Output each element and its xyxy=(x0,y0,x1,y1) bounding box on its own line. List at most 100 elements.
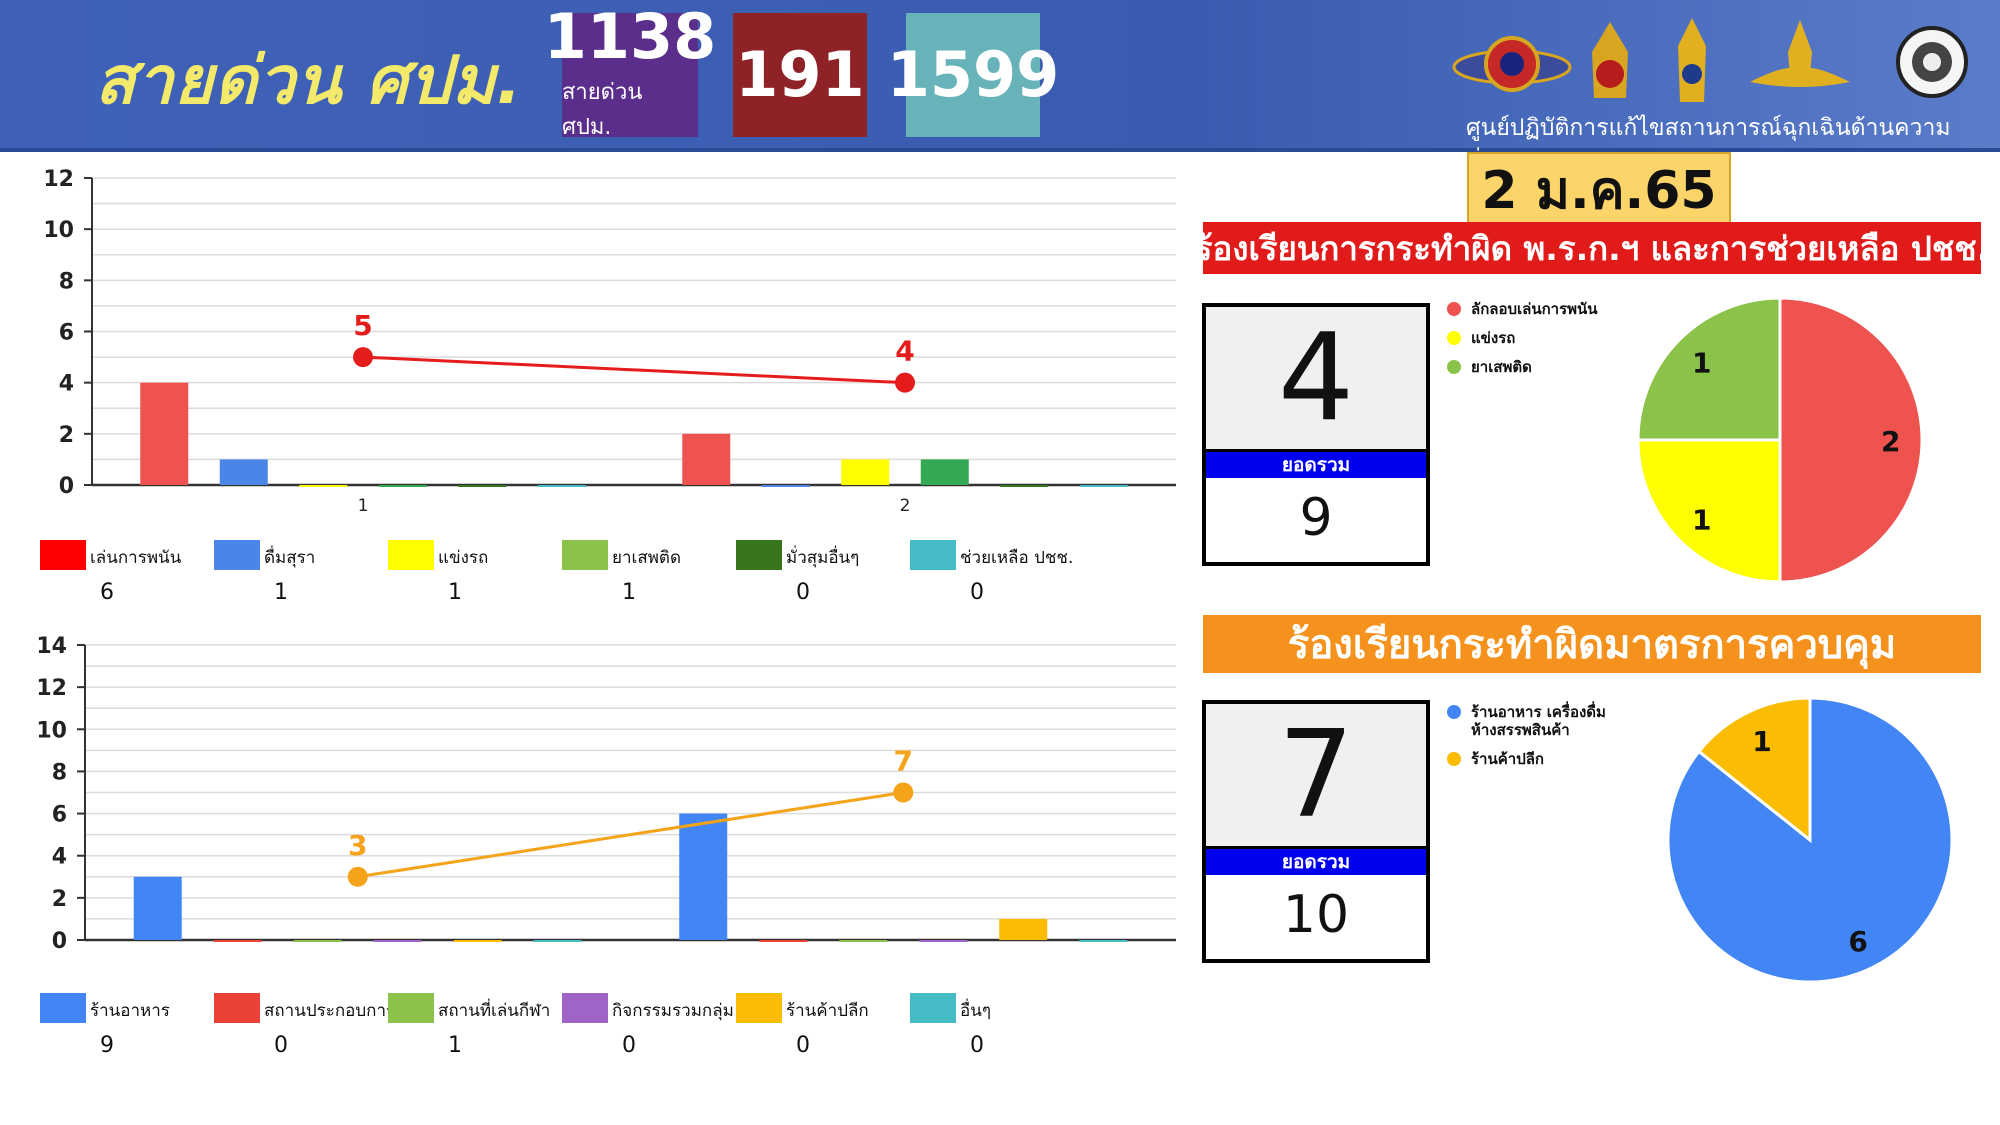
legend-swatch xyxy=(388,993,434,1023)
chart-control-measures-bar: 024681012141237 xyxy=(36,634,1176,950)
hotline-1138-badge[interactable]: 1138 สายด่วน ศปม. xyxy=(544,6,717,141)
bar xyxy=(140,382,189,485)
pie-slice xyxy=(1636,296,1782,442)
legend-swatch xyxy=(910,540,956,570)
bar xyxy=(299,485,348,487)
bar xyxy=(293,940,342,942)
y-tick-label: 8 xyxy=(52,760,67,785)
legend-count: 1 xyxy=(274,580,288,605)
bar xyxy=(373,940,422,942)
bar xyxy=(761,485,810,487)
bar xyxy=(378,485,427,487)
legend-bottom: ร้านอาหาร 9 สถานประกอบการฯ 0 สถานที่เล่นกีฬา… xyxy=(40,993,1140,1083)
series-line xyxy=(362,355,906,385)
legend-dot xyxy=(1447,331,1461,345)
army-emblem-icon xyxy=(1592,22,1628,98)
pie-label: 1 xyxy=(1692,503,1711,536)
legend-label: กิจกรรมรวมกลุ่ม xyxy=(612,1001,734,1021)
legend-label: ดื่มสุรา xyxy=(264,548,316,568)
pie-label: 1 xyxy=(1692,347,1711,380)
legend-label: ช่วยเหลือ ปชช. xyxy=(960,548,1074,568)
y-tick-label: 2 xyxy=(59,423,74,448)
bar xyxy=(919,940,968,942)
legend-count: 0 xyxy=(796,1033,810,1058)
pie-legend-item: แข่งรถ xyxy=(1447,329,1598,347)
hotline-number: 1138 xyxy=(543,0,717,73)
legend-label: ลักลอบเล่นการพนัน xyxy=(1471,300,1598,318)
legend-label: ยาเสพติด xyxy=(1471,358,1532,376)
kpi-value: 4 xyxy=(1206,307,1426,449)
y-tick-label: 8 xyxy=(59,269,74,294)
data-label: 7 xyxy=(894,745,913,778)
legend-swatch xyxy=(214,540,260,570)
legend-dot xyxy=(1447,705,1461,719)
bar xyxy=(679,813,728,940)
y-tick-label: 10 xyxy=(43,218,74,243)
data-label: 3 xyxy=(348,829,367,862)
pie1-legend: ลักลอบเล่นการพนันแข่งรถยาเสพติด xyxy=(1447,300,1598,387)
y-tick-label: 14 xyxy=(36,634,67,659)
pie-legend-item: ลักลอบเล่นการพนัน xyxy=(1447,300,1598,318)
line-point xyxy=(893,782,914,803)
pie-slice xyxy=(1636,438,1782,584)
legend-swatch xyxy=(562,540,608,570)
bar xyxy=(759,940,808,942)
pie-offense-share: 2 1 1 xyxy=(1636,296,1924,584)
y-tick-label: 10 xyxy=(36,718,67,743)
legend-dot xyxy=(1447,302,1461,316)
header-bar: สายด่วน ศปม. 1138 สายด่วน ศปม. 191 1599 xyxy=(0,0,2000,177)
line-point xyxy=(353,347,373,368)
hotline-number: 1599 xyxy=(886,38,1060,111)
section1-kpi-box: 4 ยอดรวม 9 xyxy=(1202,303,1430,566)
legend-label: สถานที่เล่นกีฬา xyxy=(438,1001,551,1021)
kpi-total-label: ยอดรวม xyxy=(1206,449,1426,478)
y-tick-label: 0 xyxy=(59,474,74,499)
bar xyxy=(537,485,586,487)
line-point xyxy=(347,866,368,887)
legend-swatch xyxy=(910,993,956,1023)
hotline-1599-badge[interactable]: 1599 xyxy=(887,13,1059,137)
pie-label: 6 xyxy=(1848,925,1867,958)
pie-label: 2 xyxy=(1881,425,1900,458)
legend-label: ร้านค้าปลีก xyxy=(1471,750,1544,768)
bar xyxy=(682,433,731,485)
bar xyxy=(999,918,1048,940)
brand-title: สายด่วน ศปม. xyxy=(95,42,523,119)
legend-dot xyxy=(1447,752,1461,766)
pie-control-share: 61 xyxy=(1666,696,1954,984)
legend-swatch xyxy=(40,540,86,570)
legend-top: เล่นการพนัน 6 ดื่มสุรา 1 แข่งรถ 1 ยาเสพติด 1 มั่… xyxy=(40,540,1140,630)
legend-label: ยาเสพติด xyxy=(612,548,681,568)
legend-label: มั่วสุมอื่นๆ xyxy=(786,548,860,568)
bar xyxy=(453,940,502,942)
y-tick-label: 4 xyxy=(52,845,67,870)
hotline-191-badge[interactable]: 191 xyxy=(733,13,867,137)
legend-swatch xyxy=(562,993,608,1023)
hotline-number: 191 xyxy=(735,38,865,111)
police-emblem-icon xyxy=(1896,26,1968,98)
kpi-total-value: 9 xyxy=(1299,488,1333,548)
legend-count: 0 xyxy=(622,1033,636,1058)
legend-dot xyxy=(1447,360,1461,374)
pie2-legend: ร้านอาหาร เครื่องดื่ม ห้างสรรพสินค้าร้าน… xyxy=(1447,703,1606,779)
x-tick-label: 1 xyxy=(358,496,369,516)
data-label: 5 xyxy=(353,309,372,342)
pie-slice xyxy=(1778,296,1924,584)
bar xyxy=(1000,485,1049,487)
legend-label: สถานประกอบการฯ xyxy=(264,1001,405,1021)
legend-label: เล่นการพนัน xyxy=(90,548,182,568)
legend-count: 0 xyxy=(970,580,984,605)
navy-emblem-icon xyxy=(1678,18,1706,102)
legend-swatch xyxy=(736,540,782,570)
pie-legend-item: ยาเสพติด xyxy=(1447,358,1598,376)
pie-legend-item: ร้านอาหาร เครื่องดื่ม ห้างสรรพสินค้า xyxy=(1447,703,1606,739)
legend-label: แข่งรถ xyxy=(438,548,489,568)
section2-kpi-box: 7 ยอดรวม 10 xyxy=(1202,700,1430,963)
section1-banner: ร้องเรียนการกระทำผิด พ.ร.ก.ฯ และการช่วยเ… xyxy=(1195,222,1989,274)
bar xyxy=(920,459,969,485)
section2-banner: ร้องเรียนกระทำผิดมาตรการควบคุม xyxy=(1203,615,1981,673)
pie-slice xyxy=(1666,696,1954,984)
legend-label: ร้านอาหาร เครื่องดื่ม ห้างสรรพสินค้า xyxy=(1471,703,1606,739)
x-tick-label: 2 xyxy=(900,496,911,516)
